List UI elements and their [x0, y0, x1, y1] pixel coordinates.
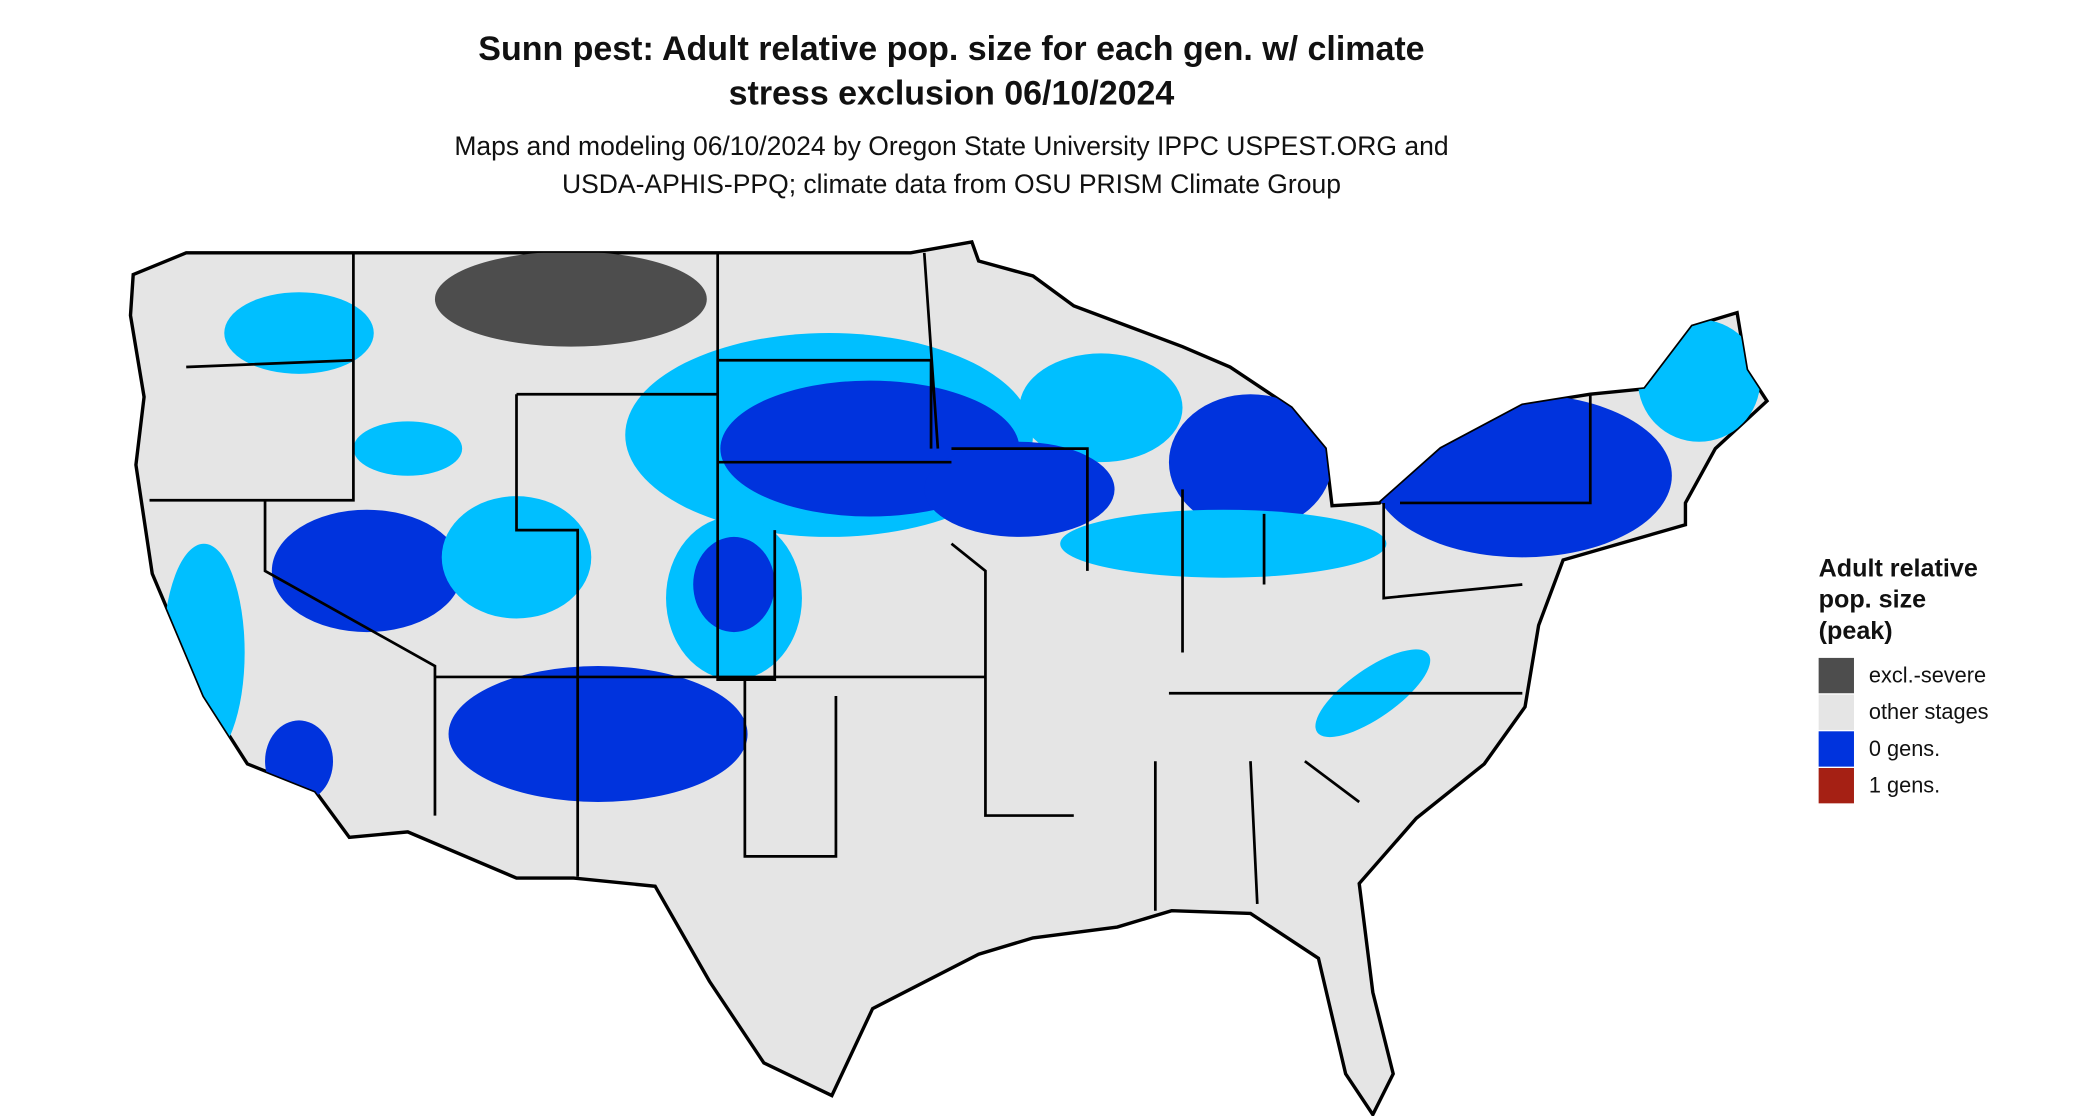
pop-size-areas	[163, 251, 1761, 802]
legend-label: other stages	[1869, 699, 1989, 724]
title-line: Sunn pest: Adult relative pop. size for …	[478, 30, 1424, 68]
legend-label: excl.-severe	[1869, 662, 1986, 687]
legend-title: pop. size	[1819, 586, 1927, 614]
title-line: stress exclusion 06/10/2024	[729, 75, 1175, 113]
legend-swatch	[1818, 731, 1854, 767]
state-borders	[149, 252, 1592, 911]
legend-label: 0 gens.	[1869, 736, 1940, 761]
subtitle-line: USDA-APHIS-PPQ; climate data from OSU PR…	[562, 169, 1341, 199]
legend-swatch	[1818, 768, 1854, 804]
subtitle-line: Maps and modeling 06/10/2024 by Oregon S…	[454, 131, 1448, 161]
legend-title: Adult relative	[1819, 554, 1978, 582]
legend-swatch	[1818, 694, 1854, 730]
legend-swatch	[1818, 657, 1854, 694]
map	[128, 240, 1769, 1116]
legend-label: 1 gens.	[1869, 772, 1940, 797]
legend-title: (peak)	[1819, 617, 1893, 645]
legend: Adult relative pop. size (peak) excl.-se…	[1818, 554, 1989, 804]
